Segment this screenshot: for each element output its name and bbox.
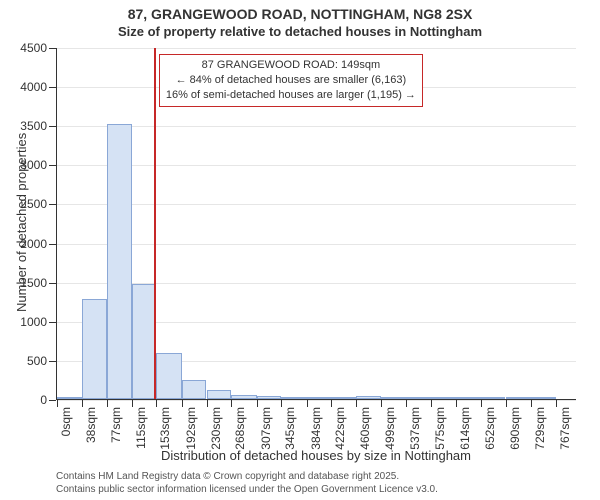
footer: Contains HM Land Registry data © Crown c…	[56, 470, 576, 496]
x-tick-label: 38sqm	[84, 407, 98, 443]
gridline	[57, 165, 576, 166]
title-line1: 87, GRANGEWOOD ROAD, NOTTINGHAM, NG8 2SX	[0, 6, 600, 24]
histogram-bar	[132, 284, 157, 399]
annotation-line3: 16% of semi-detached houses are larger (…	[166, 88, 416, 103]
y-tick-label: 1000	[20, 315, 57, 329]
x-tick	[57, 400, 58, 407]
histogram-bar	[481, 397, 506, 399]
histogram-bar	[231, 395, 256, 399]
histogram-bar	[381, 397, 406, 399]
footer-line1: Contains HM Land Registry data © Crown c…	[56, 470, 576, 483]
x-tick	[132, 400, 133, 407]
histogram-bar	[207, 390, 232, 399]
x-tick	[381, 400, 382, 407]
x-tick	[331, 400, 332, 407]
x-tick	[406, 400, 407, 407]
histogram-bar	[82, 299, 107, 399]
histogram-bar	[456, 397, 481, 399]
x-tick-label: 422sqm	[333, 407, 347, 450]
x-tick-label: 575sqm	[433, 407, 447, 450]
x-tick-label: 153sqm	[158, 407, 172, 450]
histogram-bar	[307, 397, 332, 399]
x-tick-label: 537sqm	[408, 407, 422, 450]
x-tick-label: 77sqm	[109, 407, 123, 443]
annotation-line2: ← 84% of detached houses are smaller (6,…	[166, 73, 416, 88]
x-tick	[481, 400, 482, 407]
gridline	[57, 400, 576, 401]
x-tick-label: 384sqm	[309, 407, 323, 450]
x-tick-label: 499sqm	[383, 407, 397, 450]
x-axis-label: Distribution of detached houses by size …	[56, 448, 576, 463]
x-tick-label: 729sqm	[533, 407, 547, 450]
x-tick-label: 192sqm	[184, 407, 198, 450]
histogram-bar	[257, 396, 282, 399]
chart-title: 87, GRANGEWOOD ROAD, NOTTINGHAM, NG8 2SX…	[0, 0, 600, 40]
histogram-bar	[431, 397, 456, 399]
histogram-bar	[57, 397, 82, 399]
x-tick	[207, 400, 208, 407]
annotation-box: 87 GRANGEWOOD ROAD: 149sqm ← 84% of deta…	[159, 54, 423, 107]
histogram-bar	[406, 397, 431, 399]
gridline	[57, 48, 576, 49]
y-tick-label: 0	[40, 393, 57, 407]
histogram-bar	[506, 397, 531, 399]
y-axis-label: Number of detached properties	[14, 133, 29, 312]
x-tick	[182, 400, 183, 407]
x-tick	[107, 400, 108, 407]
x-tick	[556, 400, 557, 407]
x-tick	[307, 400, 308, 407]
x-tick	[257, 400, 258, 407]
y-tick-label: 4500	[20, 41, 57, 55]
annotation-line1: 87 GRANGEWOOD ROAD: 149sqm	[166, 58, 416, 73]
x-tick	[456, 400, 457, 407]
x-tick-label: 230sqm	[209, 407, 223, 450]
y-tick-label: 3500	[20, 119, 57, 133]
x-tick	[231, 400, 232, 407]
y-tick-label: 4000	[20, 80, 57, 94]
histogram-bar	[281, 397, 306, 399]
x-tick	[156, 400, 157, 407]
x-tick	[281, 400, 282, 407]
gridline	[57, 244, 576, 245]
x-tick-label: 652sqm	[483, 407, 497, 450]
y-tick-label: 500	[27, 354, 57, 368]
histogram-bar	[182, 380, 207, 399]
histogram-bar	[356, 396, 381, 399]
plot-area: 0500100015002000250030003500400045000sqm…	[56, 48, 576, 400]
histogram-bar	[531, 397, 556, 399]
x-tick-label: 307sqm	[259, 407, 273, 450]
reference-line	[154, 48, 156, 399]
x-tick-label: 460sqm	[358, 407, 372, 450]
x-tick-label: 268sqm	[233, 407, 247, 450]
x-tick-label: 690sqm	[508, 407, 522, 450]
x-tick-label: 614sqm	[458, 407, 472, 450]
gridline	[57, 204, 576, 205]
footer-line2: Contains public sector information licen…	[56, 483, 576, 496]
x-tick	[431, 400, 432, 407]
title-line2: Size of property relative to detached ho…	[0, 24, 600, 40]
gridline	[57, 126, 576, 127]
x-tick	[506, 400, 507, 407]
x-tick	[82, 400, 83, 407]
x-tick-label: 0sqm	[59, 407, 73, 436]
x-tick-label: 767sqm	[558, 407, 572, 450]
x-tick	[531, 400, 532, 407]
x-tick-label: 115sqm	[134, 407, 148, 449]
x-tick	[356, 400, 357, 407]
histogram-bar	[107, 124, 132, 399]
histogram-bar	[331, 397, 356, 399]
histogram-bar	[156, 353, 181, 399]
x-tick-label: 345sqm	[283, 407, 297, 450]
